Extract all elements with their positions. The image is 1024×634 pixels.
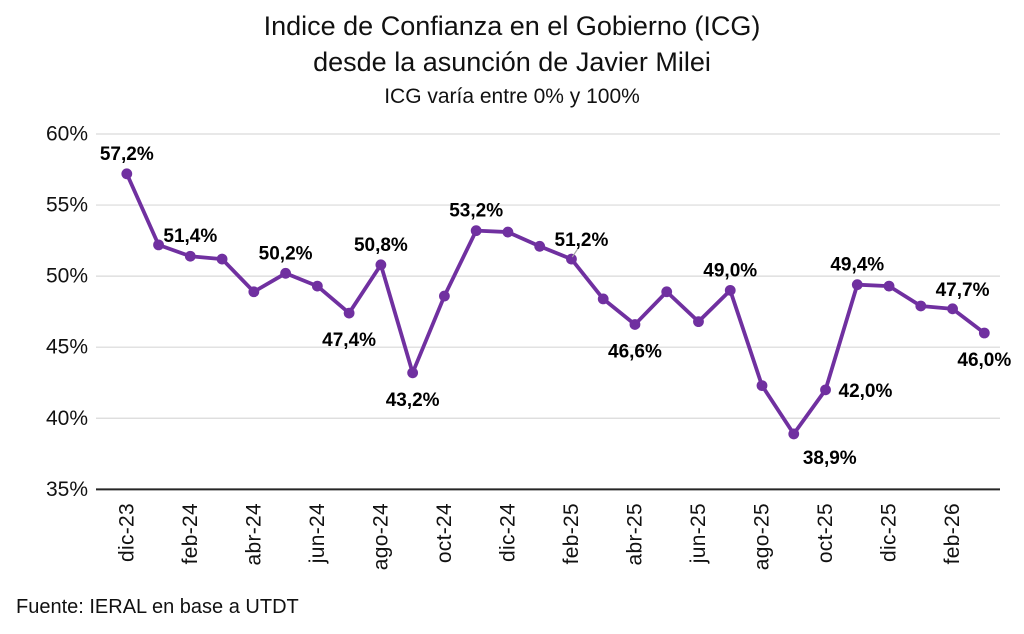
x-tick-label: oct-24	[433, 503, 456, 563]
y-axis-tick-labels: 60% 55% 50% 45% 40% 35%	[46, 123, 88, 501]
data-point-label: 47,7%	[936, 280, 990, 301]
y-tick-label: 55%	[46, 194, 88, 217]
data-point-marker	[343, 307, 355, 319]
x-tick-label: oct-25	[814, 503, 837, 563]
data-point-marker	[502, 226, 514, 238]
data-point-marker	[597, 293, 609, 305]
icg-series-line	[124, 171, 987, 436]
gridlines	[96, 133, 1000, 491]
data-point-marker	[439, 290, 450, 302]
data-point-marker	[470, 225, 482, 237]
x-tick-label: abr-25	[623, 503, 646, 566]
data-point-marker	[724, 284, 736, 296]
data-point-label: 46,6%	[608, 341, 662, 362]
chart-title-block: Indice de Confianza en el Gobierno (ICG)…	[0, 10, 1024, 109]
data-point-label: 49,0%	[703, 260, 757, 281]
data-point-marker	[661, 286, 673, 298]
data-point-label: 53,2%	[449, 201, 503, 222]
y-tick-label: 60%	[46, 123, 88, 146]
data-point-marker	[566, 253, 577, 265]
data-point-marker	[883, 280, 895, 292]
data-point-marker	[407, 367, 419, 379]
data-point-label: 43,2%	[386, 390, 440, 411]
data-point-marker	[121, 168, 133, 180]
data-point-label: 50,2%	[259, 243, 313, 264]
y-tick-label: 35%	[46, 478, 88, 501]
data-point-label: 38,9%	[803, 448, 857, 469]
data-point-marker	[216, 253, 228, 265]
data-point-marker	[153, 239, 164, 251]
x-tick-label: jun-24	[306, 503, 329, 564]
x-tick-label: dic-23	[115, 503, 138, 562]
x-tick-label: jun-25	[687, 503, 710, 564]
label-leader-line	[571, 248, 579, 258]
y-tick-label: 50%	[46, 265, 88, 288]
chart-title-line2: desde la asunción de Javier Milei	[313, 46, 711, 77]
x-tick-label: dic-24	[496, 503, 519, 562]
data-point-label: 51,2%	[555, 230, 609, 251]
data-point-marker	[756, 380, 768, 391]
data-point-label: 50,8%	[354, 235, 408, 256]
data-point-label: 57,2%	[100, 144, 154, 165]
data-point-marker	[851, 279, 863, 291]
data-point-marker	[184, 250, 196, 262]
data-point-marker	[947, 303, 958, 315]
x-axis-tick-labels: dic-23 feb-24 abr-24 jun-24 ago-24 oct-24 dic-…	[115, 503, 964, 570]
data-point-label: 42,0%	[839, 381, 893, 402]
data-point-label: 47,4%	[322, 330, 376, 351]
chart-title-line1: Indice de Confianza en el Gobierno (ICG)	[263, 11, 761, 41]
data-point-marker	[248, 286, 260, 298]
source-note: Fuente: IERAL en base a UTDT	[16, 596, 299, 618]
data-point-marker	[311, 280, 323, 292]
x-tick-label: feb-25	[560, 503, 583, 564]
x-tick-label: dic-25	[878, 503, 901, 562]
data-point-labels: 57,2% 51,4% 50,2% 47,4% 50,8% 43,2% 53,2% 51,2%…	[100, 144, 1011, 469]
data-point-marker	[788, 428, 800, 440]
data-point-marker	[693, 316, 704, 328]
x-tick-label: feb-26	[941, 503, 964, 564]
data-point-label: 49,4%	[830, 255, 884, 276]
data-point-marker	[375, 259, 387, 271]
x-tick-label: abr-24	[242, 503, 265, 566]
data-point-label: 51,4%	[163, 226, 217, 247]
data-point-marker	[629, 319, 641, 330]
data-point-marker	[534, 240, 546, 252]
data-point-markers	[121, 168, 990, 440]
x-tick-label: ago-25	[751, 503, 774, 570]
x-tick-label: ago-24	[369, 503, 392, 570]
y-tick-label: 40%	[46, 407, 88, 430]
y-tick-label: 45%	[46, 336, 88, 359]
data-point-label: 46,0%	[957, 350, 1011, 371]
data-point-marker	[978, 327, 990, 339]
data-point-marker	[820, 384, 831, 396]
data-point-marker	[915, 300, 927, 312]
x-tick-label: feb-24	[179, 503, 202, 564]
data-point-marker	[280, 267, 291, 279]
chart-subtitle: ICG varía entre 0% y 100%	[384, 84, 640, 108]
